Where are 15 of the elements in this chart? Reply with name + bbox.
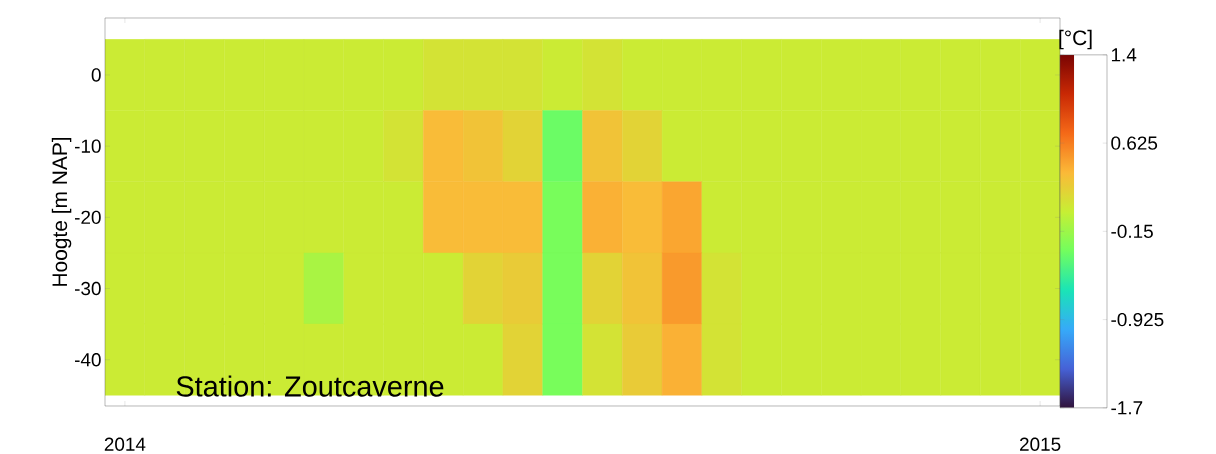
- y-tick-label: -10: [74, 139, 101, 153]
- y-tick-label: -20: [74, 210, 101, 224]
- y-axis-title: Hoogte [m NAP]: [51, 137, 72, 286]
- color-bar-label: -1.7: [1111, 401, 1143, 415]
- color-bar-label: 1.4: [1111, 48, 1137, 62]
- color-bar-title: [°C]: [1059, 29, 1092, 50]
- x-tick-label: 2015: [1020, 437, 1061, 451]
- color-bar-label: -0.925: [1111, 312, 1164, 327]
- y-tick-label: 0: [91, 68, 101, 82]
- color-bar-label: 0.625: [1111, 136, 1158, 150]
- x-tick-label: 2014: [104, 437, 146, 451]
- y-tick-label: -40: [74, 352, 101, 367]
- annotation: Station: Zoutcaverne: [176, 375, 444, 397]
- color-bar-label: -0.15: [1111, 224, 1153, 238]
- y-tick-label: -30: [74, 281, 101, 296]
